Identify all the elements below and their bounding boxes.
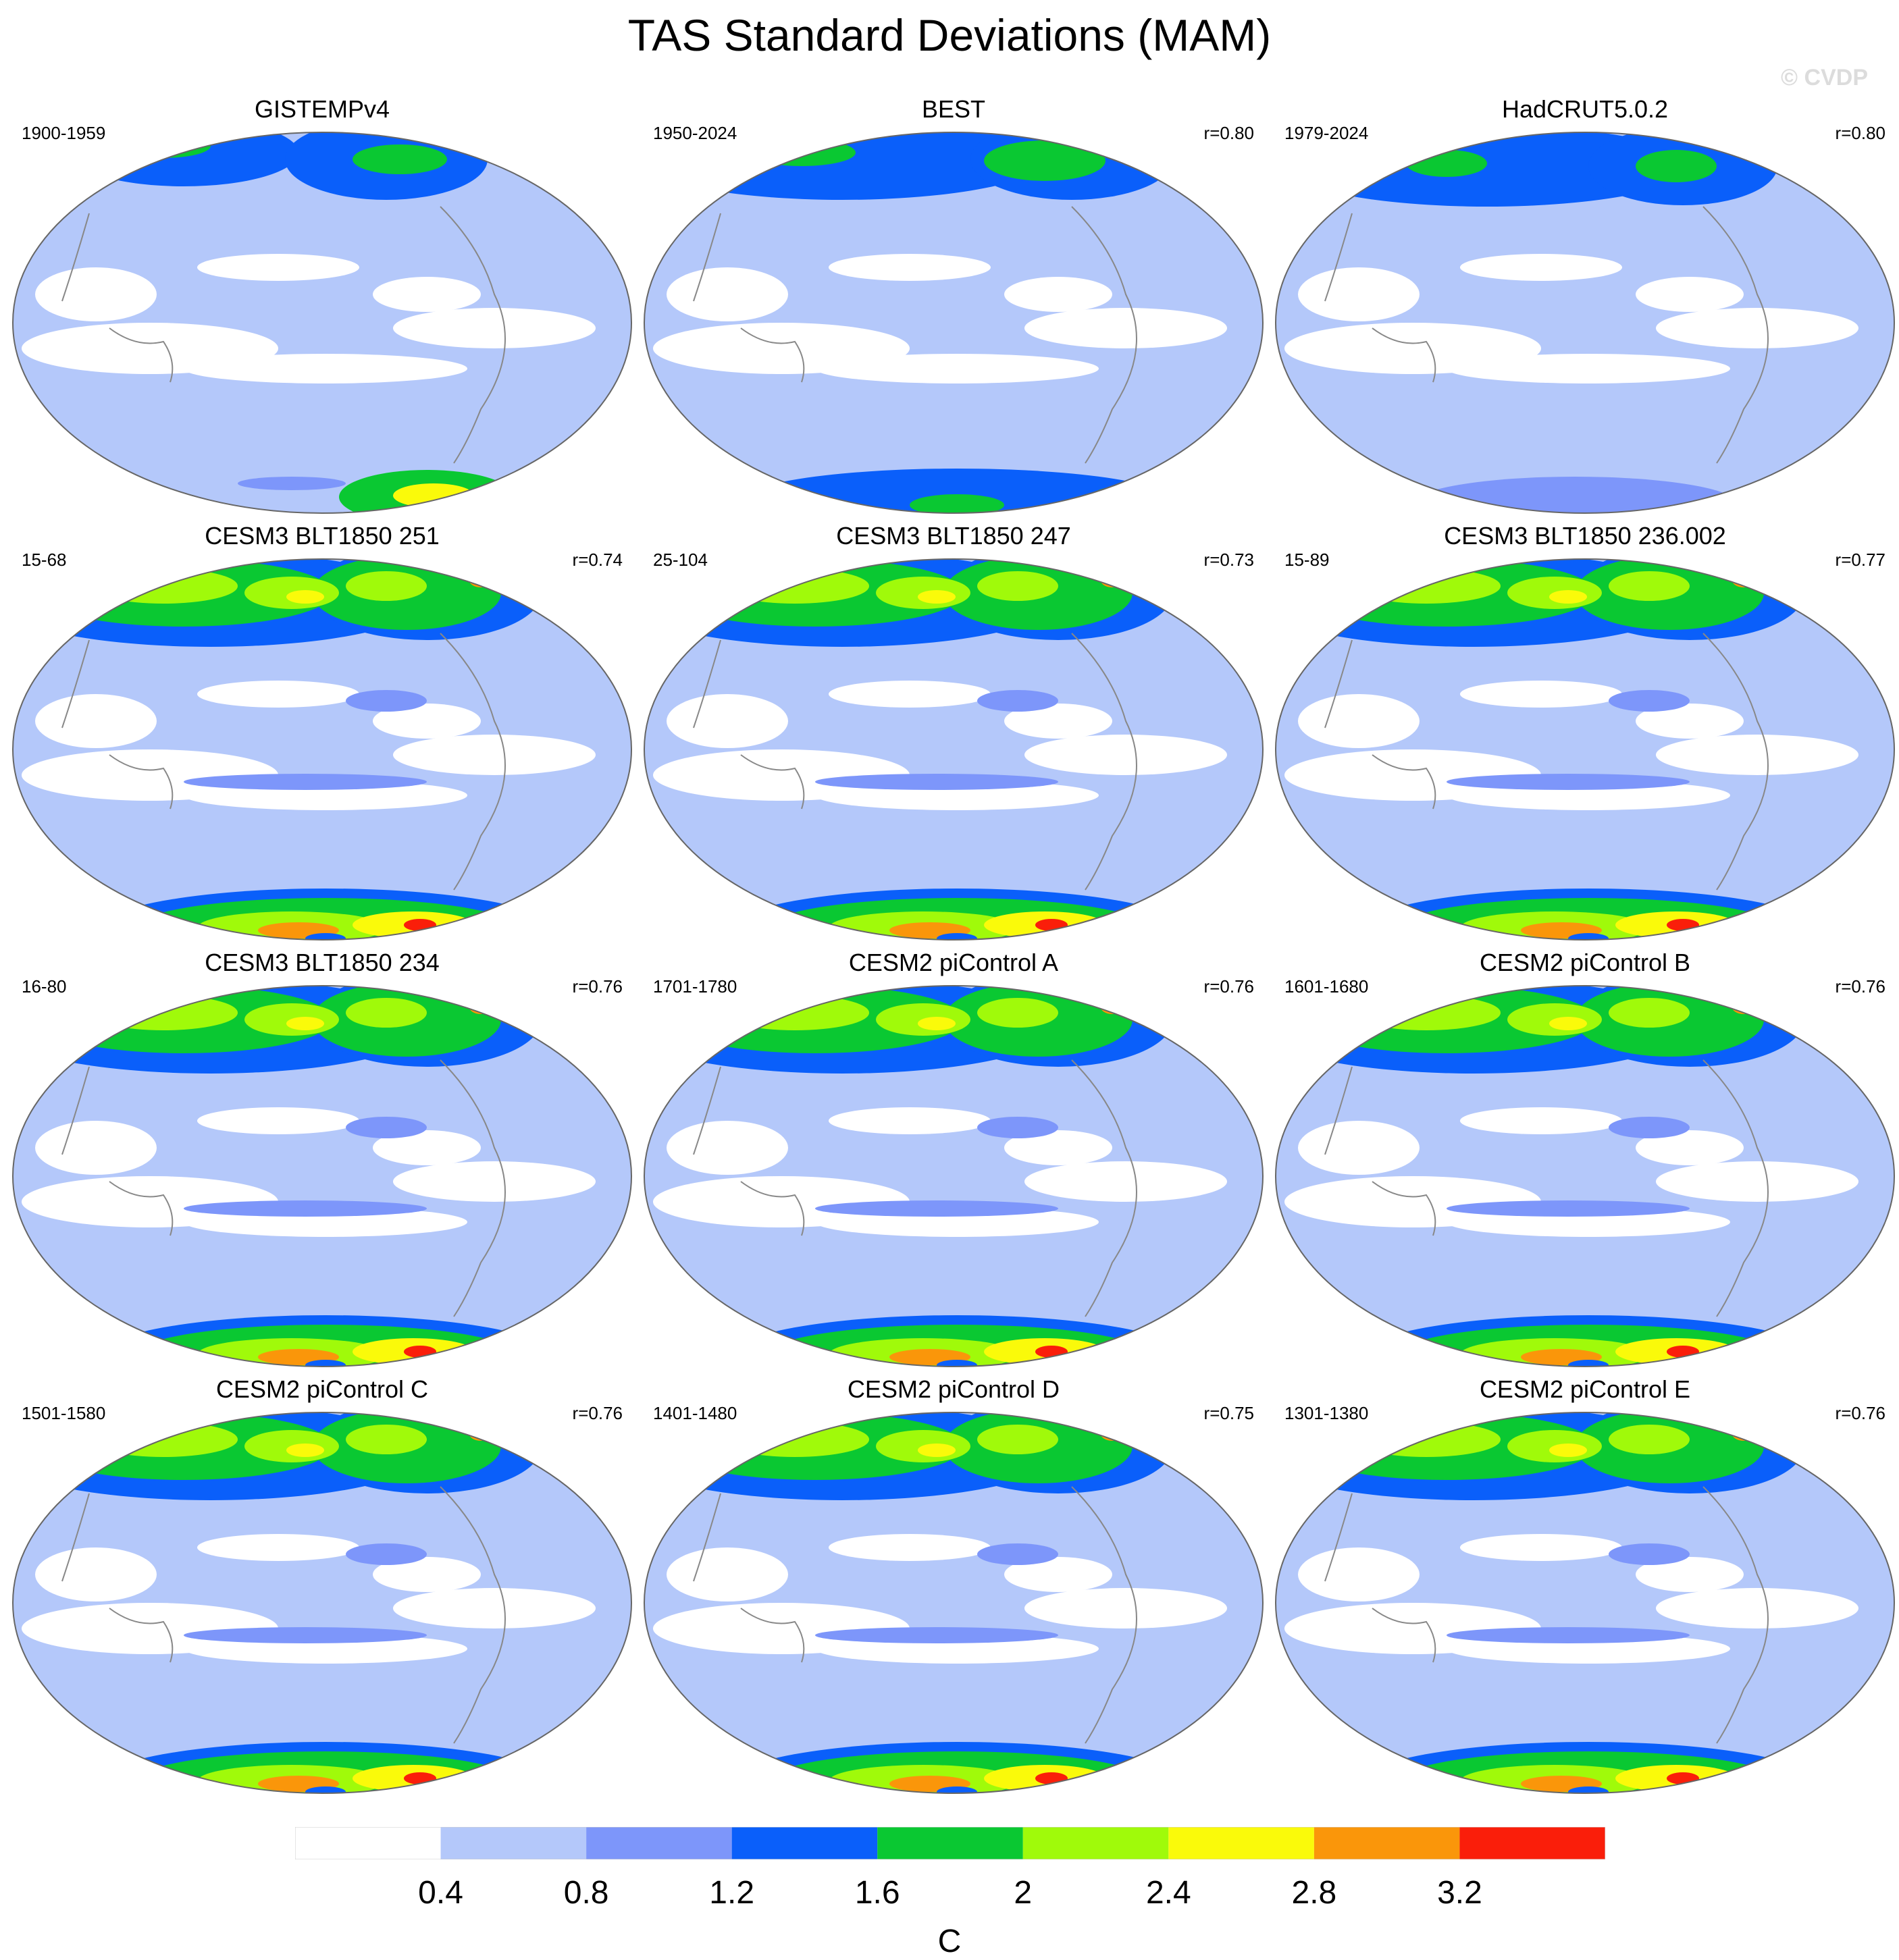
map-plot xyxy=(1275,558,1895,941)
colorbar-swatch xyxy=(1313,1827,1460,1859)
map-plot xyxy=(644,985,1264,1367)
map-plot xyxy=(644,558,1264,941)
panel-title: CESM2 piControl D xyxy=(847,1375,1060,1403)
panel-title: CESM3 BLT1850 234 xyxy=(205,949,440,976)
panel-correlation: r=0.73 xyxy=(1203,550,1254,570)
map-plot xyxy=(12,1412,632,1794)
map-panel: CESM3 BLT1850 251 15-68 r=0.74 xyxy=(8,523,636,947)
map-panel: CESM3 BLT1850 234 16-80 r=0.76 xyxy=(8,949,636,1373)
panel-correlation: r=0.80 xyxy=(1835,123,1885,143)
map-plot xyxy=(12,558,632,941)
panel-title: GISTEMPv4 xyxy=(254,95,390,123)
panel-title: HadCRUT5.0.2 xyxy=(1501,95,1669,123)
colorbar-tick-label: 2.8 xyxy=(1291,1875,1337,1911)
panel-years: 1501-1580 xyxy=(22,1403,106,1423)
map-plot xyxy=(644,132,1264,514)
panel-title: CESM3 BLT1850 247 xyxy=(836,522,1071,550)
panel-years: 1950-2024 xyxy=(653,123,737,143)
panel-correlation: r=0.76 xyxy=(572,1403,623,1423)
map-plot xyxy=(1275,985,1895,1367)
panel-title: CESM2 piControl B xyxy=(1479,949,1691,976)
map-plot xyxy=(1275,1412,1895,1794)
colorbar-unit: C xyxy=(937,1924,962,1959)
map-plot xyxy=(12,132,632,514)
colorbar-swatch xyxy=(440,1827,587,1859)
panel-years: 1301-1380 xyxy=(1284,1403,1369,1423)
colorbar-tick-label: 1.6 xyxy=(854,1875,900,1911)
map-panel: BEST 1950-2024 r=0.80 xyxy=(640,96,1268,520)
panel-title: CESM3 BLT1850 251 xyxy=(205,522,440,550)
map-panel: CESM3 BLT1850 247 25-104 r=0.73 xyxy=(640,523,1268,947)
colorbar-swatch xyxy=(877,1827,1023,1859)
panel-years: 1701-1780 xyxy=(653,976,737,997)
panel-title: CESM3 BLT1850 236.002 xyxy=(1444,522,1726,550)
panel-years: 16-80 xyxy=(22,976,67,997)
figure-title: TAS Standard Deviations (MAM) xyxy=(627,10,1272,60)
panel-correlation: r=0.77 xyxy=(1835,550,1885,570)
panel-years: 1401-1480 xyxy=(653,1403,737,1423)
panel-years: 1601-1680 xyxy=(1284,976,1369,997)
panel-years: 15-89 xyxy=(1284,550,1330,570)
colorbar-swatch xyxy=(1459,1827,1605,1859)
panel-correlation: r=0.76 xyxy=(1835,976,1885,997)
panel-title: BEST xyxy=(921,95,986,123)
map-panel: CESM2 piControl B 1601-1680 r=0.76 xyxy=(1271,949,1899,1373)
colorbar-tick-label: 1.2 xyxy=(709,1875,755,1911)
panel-title: CESM2 piControl E xyxy=(1479,1375,1691,1403)
watermark: © CVDP xyxy=(1781,65,1868,90)
map-plot xyxy=(12,985,632,1367)
panel-correlation: r=0.76 xyxy=(1835,1403,1885,1423)
colorbar-swatch xyxy=(1022,1827,1169,1859)
panel-title: CESM2 piControl C xyxy=(215,1375,429,1403)
colorbar-swatch xyxy=(295,1827,441,1859)
map-panel: CESM2 piControl A 1701-1780 r=0.76 xyxy=(640,949,1268,1373)
panel-correlation: r=0.75 xyxy=(1203,1403,1254,1423)
colorbar-swatch xyxy=(1168,1827,1314,1859)
map-panel: CESM2 piControl E 1301-1380 r=0.76 xyxy=(1271,1376,1899,1800)
panel-years: 1900-1959 xyxy=(22,123,106,143)
colorbar-tick-label: 0.4 xyxy=(418,1875,463,1911)
colorbar-tick-label: 0.8 xyxy=(563,1875,609,1911)
map-panel: CESM2 piControl D 1401-1480 r=0.75 xyxy=(640,1376,1268,1800)
colorbar-swatch xyxy=(731,1827,878,1859)
panel-correlation: r=0.74 xyxy=(572,550,623,570)
map-panel: CESM3 BLT1850 236.002 15-89 r=0.77 xyxy=(1271,523,1899,947)
map-panel: HadCRUT5.0.2 1979-2024 r=0.80 xyxy=(1271,96,1899,520)
colorbar-tick-label: 2.4 xyxy=(1145,1875,1191,1911)
colorbar xyxy=(295,1827,1605,1859)
map-panel: GISTEMPv4 1900-1959 xyxy=(8,96,636,520)
panel-title: CESM2 piControl A xyxy=(848,949,1059,976)
panel-years: 15-68 xyxy=(22,550,67,570)
panel-years: 1979-2024 xyxy=(1284,123,1369,143)
panel-correlation: r=0.76 xyxy=(572,976,623,997)
panel-years: 25-104 xyxy=(653,550,708,570)
colorbar-swatch xyxy=(586,1827,732,1859)
panel-correlation: r=0.80 xyxy=(1203,123,1254,143)
map-plot xyxy=(1275,132,1895,514)
map-panel: CESM2 piControl C 1501-1580 r=0.76 xyxy=(8,1376,636,1800)
panel-correlation: r=0.76 xyxy=(1203,976,1254,997)
colorbar-tick-label: 3.2 xyxy=(1437,1875,1482,1911)
map-plot xyxy=(644,1412,1264,1794)
colorbar-tick-label: 2 xyxy=(1014,1875,1033,1911)
